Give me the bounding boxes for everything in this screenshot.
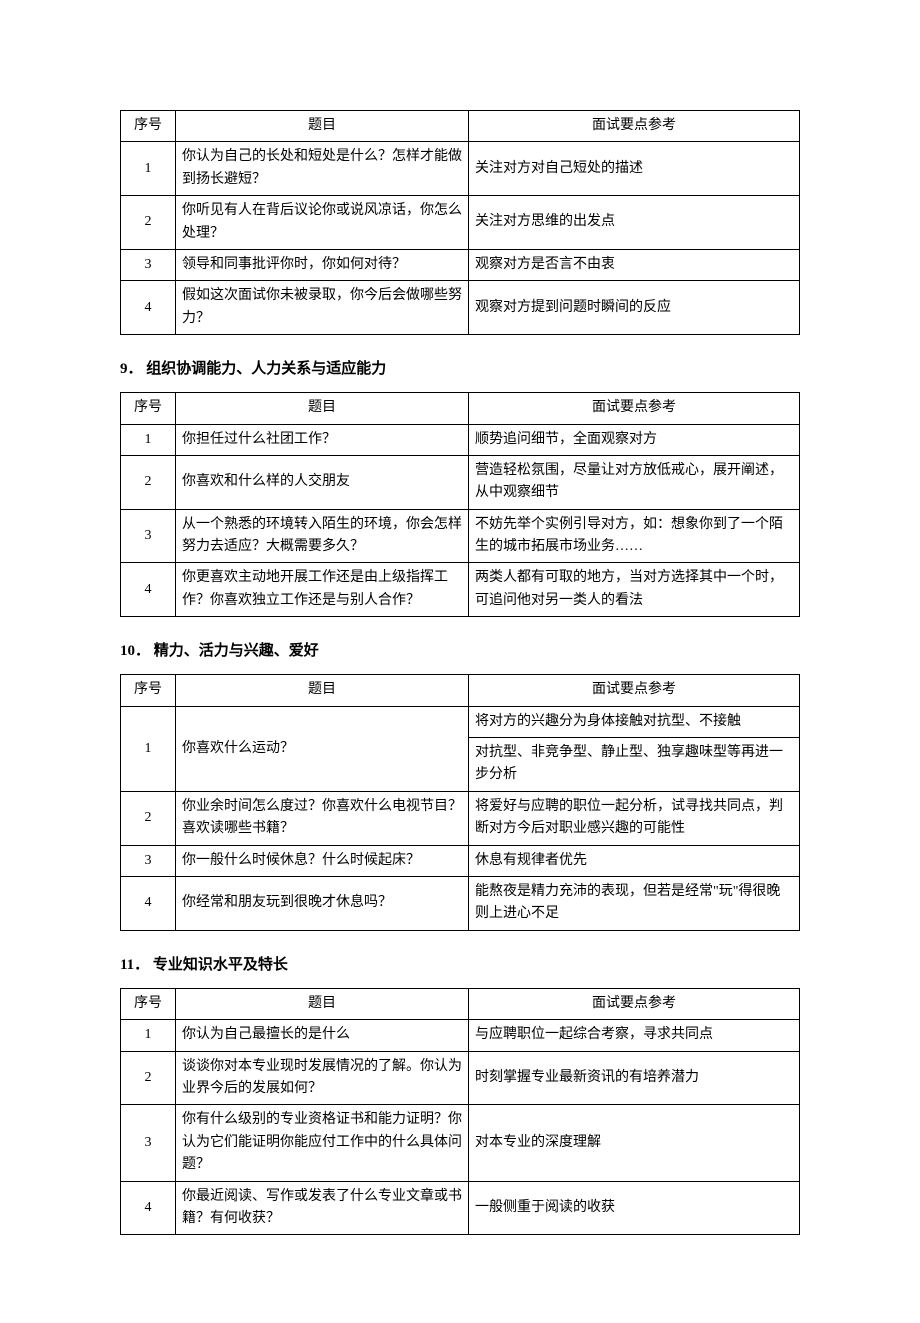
cell-question: 你一般什么时候休息？什么时候起床？ — [176, 845, 469, 876]
cell-question: 你有什么级别的专业资格证书和能力证明？你认为它们能证明你能应付工作中的什么具体问… — [176, 1105, 469, 1181]
cell-num: 4 — [121, 281, 176, 335]
cell-num: 1 — [121, 1020, 176, 1051]
cell-num: 2 — [121, 791, 176, 845]
cell-reference: 营造轻松氛围，尽量让对方放低戒心，展开阐述，从中观察细节 — [469, 455, 800, 509]
cell-reference: 关注对方思维的出发点 — [469, 196, 800, 250]
table-row: 4 你最近阅读、写作或发表了什么专业文章或书籍？有何收获？ 一般侧重于阅读的收获 — [121, 1181, 800, 1235]
cell-question: 从一个熟悉的环境转入陌生的环境，你会怎样努力去适应？大概需要多久？ — [176, 509, 469, 563]
cell-num: 2 — [121, 196, 176, 250]
col-header-question: 题目 — [176, 393, 469, 424]
cell-question: 你经常和朋友玩到很晚才休息吗？ — [176, 876, 469, 930]
cell-num: 3 — [121, 249, 176, 280]
cell-reference: 时刻掌握专业最新资讯的有培养潜力 — [469, 1051, 800, 1105]
table-row: 1 你喜欢什么运动？ 将对方的兴趣分为身体接触对抗型、不接触 — [121, 706, 800, 737]
table-header-row: 序号 题目 面试要点参考 — [121, 111, 800, 142]
col-header-num: 序号 — [121, 988, 176, 1019]
cell-question: 你担任过什么社团工作？ — [176, 424, 469, 455]
col-header-num: 序号 — [121, 675, 176, 706]
col-header-reference: 面试要点参考 — [469, 111, 800, 142]
col-header-num: 序号 — [121, 393, 176, 424]
col-header-question: 题目 — [176, 675, 469, 706]
cell-reference: 关注对方对自己短处的描述 — [469, 142, 800, 196]
table-section10: 序号 题目 面试要点参考 1 你喜欢什么运动？ 将对方的兴趣分为身体接触对抗型、… — [120, 674, 800, 931]
section-heading-10: 10． 精力、活力与兴趣、爱好 — [120, 639, 800, 660]
table-row: 4 你经常和朋友玩到很晚才休息吗？ 能熬夜是精力充沛的表现，但若是经常"玩"得很… — [121, 876, 800, 930]
cell-question: 你听见有人在背后议论你或说风凉话，你怎么处理？ — [176, 196, 469, 250]
cell-num: 4 — [121, 876, 176, 930]
table-header-row: 序号 题目 面试要点参考 — [121, 675, 800, 706]
table-row: 3 你一般什么时候休息？什么时候起床？ 休息有规律者优先 — [121, 845, 800, 876]
table-header-row: 序号 题目 面试要点参考 — [121, 393, 800, 424]
section-heading-11: 11． 专业知识水平及特长 — [120, 953, 800, 974]
table-section9: 序号 题目 面试要点参考 1 你担任过什么社团工作？ 顺势追问细节，全面观察对方… — [120, 392, 800, 617]
table-row: 3 领导和同事批评你时，你如何对待？ 观察对方是否言不由衷 — [121, 249, 800, 280]
cell-num: 3 — [121, 845, 176, 876]
cell-num: 3 — [121, 1105, 176, 1181]
table-row: 4 你更喜欢主动地开展工作还是由上级指挥工作？你喜欢独立工作还是与别人合作？ 两… — [121, 563, 800, 617]
col-header-reference: 面试要点参考 — [469, 988, 800, 1019]
table-row: 2 你业余时间怎么度过？你喜欢什么电视节目？喜欢读哪些书籍？ 将爱好与应聘的职位… — [121, 791, 800, 845]
table-row: 3 从一个熟悉的环境转入陌生的环境，你会怎样努力去适应？大概需要多久？ 不妨先举… — [121, 509, 800, 563]
cell-reference: 能熬夜是精力充沛的表现，但若是经常"玩"得很晚则上进心不足 — [469, 876, 800, 930]
cell-question: 谈谈你对本专业现时发展情况的了解。你认为业界今后的发展如何？ — [176, 1051, 469, 1105]
col-header-question: 题目 — [176, 988, 469, 1019]
table-row: 1 你担任过什么社团工作？ 顺势追问细节，全面观察对方 — [121, 424, 800, 455]
col-header-reference: 面试要点参考 — [469, 393, 800, 424]
cell-reference: 将爱好与应聘的职位一起分析，试寻找共同点，判断对方今后对职业感兴趣的可能性 — [469, 791, 800, 845]
cell-num: 3 — [121, 509, 176, 563]
cell-num: 1 — [121, 424, 176, 455]
cell-question: 你业余时间怎么度过？你喜欢什么电视节目？喜欢读哪些书籍？ — [176, 791, 469, 845]
cell-reference: 观察对方是否言不由衷 — [469, 249, 800, 280]
cell-question: 你最近阅读、写作或发表了什么专业文章或书籍？有何收获？ — [176, 1181, 469, 1235]
table-row: 2 你听见有人在背后议论你或说风凉话，你怎么处理？ 关注对方思维的出发点 — [121, 196, 800, 250]
cell-question: 你喜欢和什么样的人交朋友 — [176, 455, 469, 509]
cell-num: 2 — [121, 455, 176, 509]
cell-reference: 观察对方提到问题时瞬间的反应 — [469, 281, 800, 335]
table-row: 1 你认为自己最擅长的是什么 与应聘职位一起综合考察，寻求共同点 — [121, 1020, 800, 1051]
col-header-reference: 面试要点参考 — [469, 675, 800, 706]
cell-reference: 对抗型、非竞争型、静止型、独享趣味型等再进一步分析 — [469, 738, 800, 792]
cell-reference: 将对方的兴趣分为身体接触对抗型、不接触 — [469, 706, 800, 737]
cell-question: 你喜欢什么运动？ — [176, 706, 469, 791]
cell-question: 你认为自己最擅长的是什么 — [176, 1020, 469, 1051]
cell-num: 1 — [121, 142, 176, 196]
table-row: 1 你认为自己的长处和短处是什么？怎样才能做到扬长避短？ 关注对方对自己短处的描… — [121, 142, 800, 196]
cell-reference: 两类人都有可取的地方，当对方选择其中一个时，可追问他对另一类人的看法 — [469, 563, 800, 617]
document-page: 序号 题目 面试要点参考 1 你认为自己的长处和短处是什么？怎样才能做到扬长避短… — [0, 0, 920, 1323]
cell-reference: 一般侧重于阅读的收获 — [469, 1181, 800, 1235]
cell-num: 4 — [121, 563, 176, 617]
cell-reference: 休息有规律者优先 — [469, 845, 800, 876]
table-header-row: 序号 题目 面试要点参考 — [121, 988, 800, 1019]
cell-question: 假如这次面试你未被录取，你今后会做哪些努力？ — [176, 281, 469, 335]
table-row: 3 你有什么级别的专业资格证书和能力证明？你认为它们能证明你能应付工作中的什么具… — [121, 1105, 800, 1181]
table-section11: 序号 题目 面试要点参考 1 你认为自己最擅长的是什么 与应聘职位一起综合考察，… — [120, 988, 800, 1236]
cell-reference: 不妨先举个实例引导对方，如：想象你到了一个陌生的城市拓展市场业务…… — [469, 509, 800, 563]
section-heading-9: 9． 组织协调能力、人力关系与适应能力 — [120, 357, 800, 378]
cell-reference: 与应聘职位一起综合考察，寻求共同点 — [469, 1020, 800, 1051]
col-header-question: 题目 — [176, 111, 469, 142]
cell-question: 领导和同事批评你时，你如何对待？ — [176, 249, 469, 280]
cell-num: 1 — [121, 706, 176, 791]
cell-num: 4 — [121, 1181, 176, 1235]
cell-num: 2 — [121, 1051, 176, 1105]
cell-reference: 顺势追问细节，全面观察对方 — [469, 424, 800, 455]
cell-question: 你认为自己的长处和短处是什么？怎样才能做到扬长避短？ — [176, 142, 469, 196]
table-row: 2 谈谈你对本专业现时发展情况的了解。你认为业界今后的发展如何？ 时刻掌握专业最… — [121, 1051, 800, 1105]
cell-reference: 对本专业的深度理解 — [469, 1105, 800, 1181]
table-section8: 序号 题目 面试要点参考 1 你认为自己的长处和短处是什么？怎样才能做到扬长避短… — [120, 110, 800, 335]
col-header-num: 序号 — [121, 111, 176, 142]
table-row: 2 你喜欢和什么样的人交朋友 营造轻松氛围，尽量让对方放低戒心，展开阐述，从中观… — [121, 455, 800, 509]
cell-question: 你更喜欢主动地开展工作还是由上级指挥工作？你喜欢独立工作还是与别人合作？ — [176, 563, 469, 617]
table-row: 4 假如这次面试你未被录取，你今后会做哪些努力？ 观察对方提到问题时瞬间的反应 — [121, 281, 800, 335]
